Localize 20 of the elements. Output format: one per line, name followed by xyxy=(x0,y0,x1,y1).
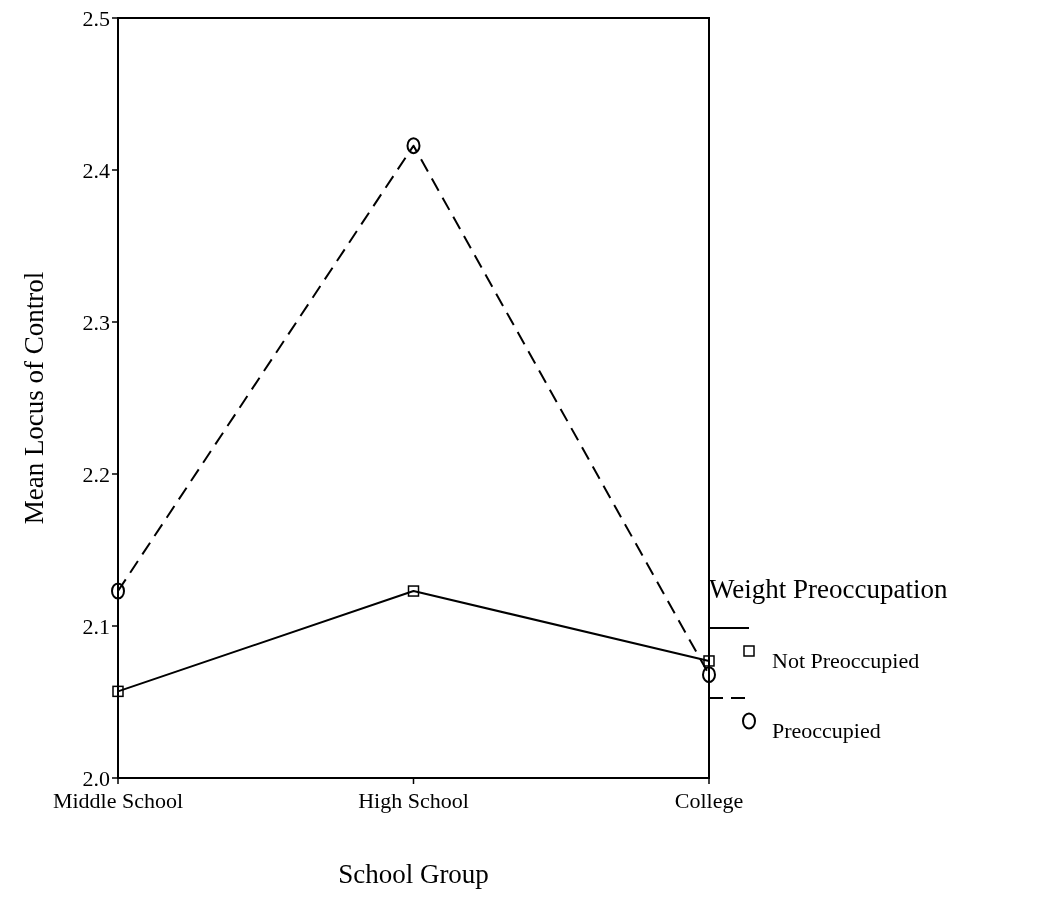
point xyxy=(703,655,715,667)
legend-label: Preoccupied xyxy=(772,718,881,743)
y-tick-label: 2.3 xyxy=(82,309,110,335)
point xyxy=(407,585,420,597)
point xyxy=(112,685,124,698)
y-tick-label: 2.4 xyxy=(82,157,110,183)
y-tick-label: 2.1 xyxy=(82,613,110,639)
y-axis-title: Mean Locus of Control xyxy=(19,271,49,525)
point xyxy=(406,137,421,155)
point xyxy=(702,666,716,684)
x-tick-label: College xyxy=(674,788,744,813)
y-tick-label: 2.0 xyxy=(82,765,110,791)
y-tick-label: 2.5 xyxy=(82,5,110,31)
x-tick-label: High School xyxy=(358,788,469,813)
legend-label: Not Preoccupied xyxy=(772,648,920,673)
x-axis-title: School Group xyxy=(338,859,489,889)
y-tick-label: 2.2 xyxy=(82,461,110,487)
legend-title: Weight Preoccupation xyxy=(709,574,948,604)
point xyxy=(111,582,125,600)
x-tick-label: Middle School xyxy=(52,788,184,813)
